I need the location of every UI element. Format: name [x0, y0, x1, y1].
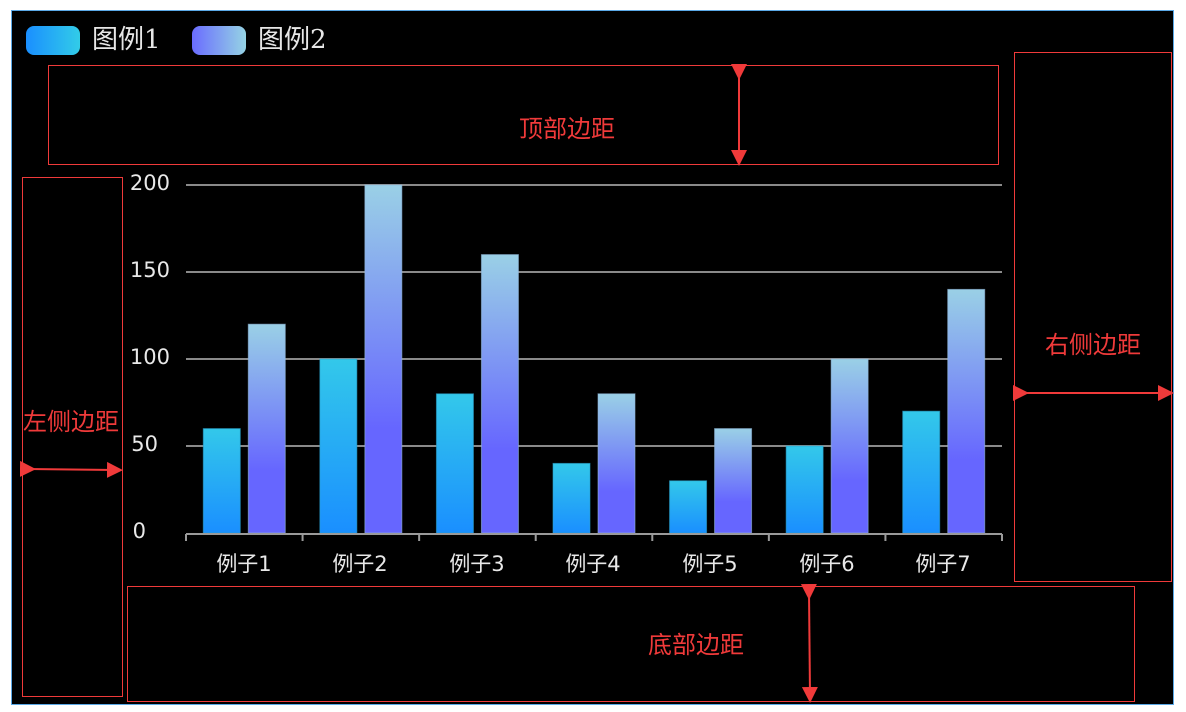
- bottom-margin-arrow: [800, 583, 818, 703]
- grid-lines: [186, 184, 1002, 447]
- bar-1-6[interactable]: [785, 445, 824, 534]
- x-tick-label: 例子7: [915, 552, 971, 576]
- bar-2-6[interactable]: [830, 358, 869, 534]
- bar-2-5[interactable]: [714, 428, 753, 534]
- bar-1-3[interactable]: [435, 393, 474, 534]
- bar-1-7[interactable]: [902, 410, 941, 534]
- legend-swatch-1: [26, 26, 80, 55]
- legend-item-2[interactable]: 图例2: [192, 26, 327, 55]
- y-tick-label: 150: [129, 258, 170, 282]
- legend-item-1[interactable]: 图例1: [26, 26, 161, 55]
- top-margin-box: [48, 65, 999, 165]
- y-tick-label: 0: [132, 519, 146, 543]
- bar-2-3[interactable]: [480, 254, 519, 534]
- bottom-margin-box: [127, 586, 1135, 702]
- bars: [202, 184, 986, 534]
- x-axis: [185, 533, 1003, 541]
- x-tick-label: 例子4: [565, 552, 621, 576]
- legend-swatch-2: [192, 26, 246, 55]
- bar-2-7[interactable]: [947, 288, 986, 534]
- left-margin-arrow: [19, 460, 123, 478]
- legend-label-2: 图例2: [258, 25, 327, 55]
- right-margin-label: 右侧边距: [1045, 331, 1141, 359]
- bar-2-4[interactable]: [597, 393, 636, 534]
- x-tick-label: 例子5: [682, 552, 738, 576]
- bar-2-2[interactable]: [364, 184, 403, 534]
- bar-1-2[interactable]: [319, 358, 358, 534]
- x-tick-label: 例子1: [216, 552, 272, 576]
- bar-1-5[interactable]: [669, 480, 708, 534]
- x-tick-label: 例子2: [332, 552, 388, 576]
- x-tick-label: 例子3: [449, 552, 505, 576]
- left-margin-box: [22, 177, 123, 697]
- legend-label-1: 图例1: [92, 25, 161, 55]
- left-margin-label: 左侧边距: [23, 408, 119, 436]
- bottom-margin-label: 底部边距: [648, 631, 744, 659]
- x-tick-label: 例子6: [799, 552, 855, 576]
- y-tick-label: 100: [129, 345, 170, 369]
- top-margin-label: 顶部边距: [519, 115, 615, 143]
- bar-1-1[interactable]: [202, 428, 241, 534]
- bar-1-4[interactable]: [552, 462, 591, 534]
- bar-2-1[interactable]: [247, 323, 286, 534]
- y-tick-label: 200: [129, 171, 170, 195]
- y-tick-label: 50: [131, 432, 158, 456]
- right-margin-box: [1014, 52, 1172, 582]
